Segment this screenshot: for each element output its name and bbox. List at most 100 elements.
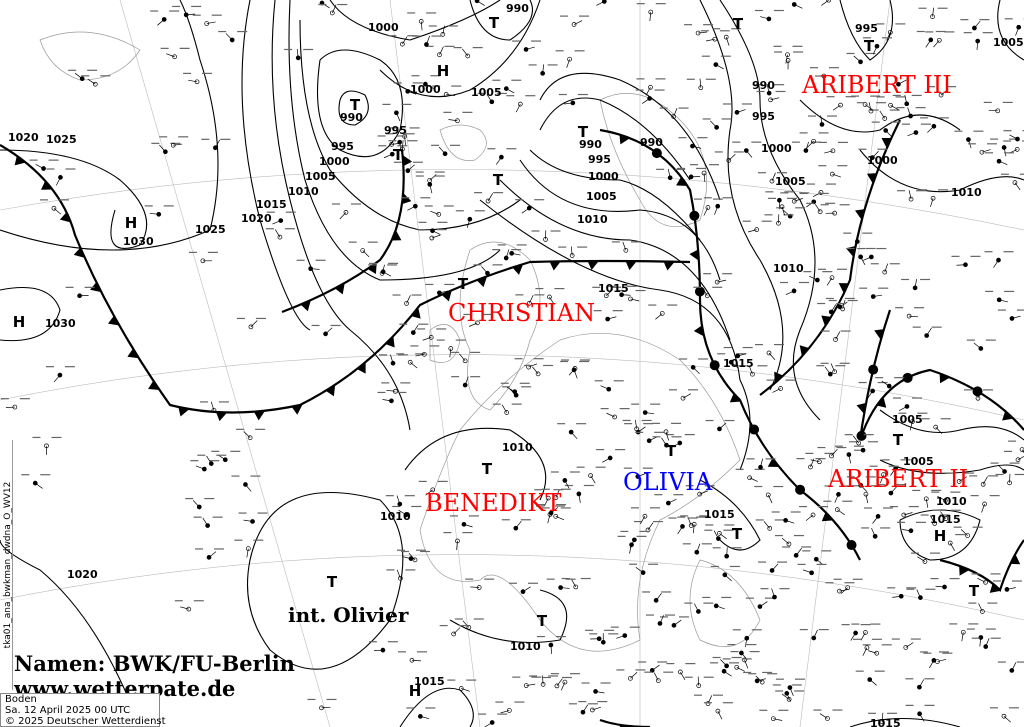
station-data-mark — [822, 271, 833, 273]
station-data-mark — [843, 232, 852, 234]
station-marker — [705, 701, 711, 706]
station-data-mark — [617, 535, 626, 537]
cold-front-triangle — [334, 282, 345, 295]
station-data-mark — [818, 506, 829, 508]
station-data-mark — [560, 507, 571, 509]
wind-barb — [645, 412, 655, 415]
wind-barb — [532, 366, 539, 375]
pressure-label: 1030 — [123, 235, 154, 248]
cold-front-triangle — [127, 348, 139, 359]
station-data-mark — [835, 365, 846, 367]
low-pressure-center: T — [969, 582, 980, 600]
station-marker — [474, 0, 480, 4]
station-data-mark — [865, 52, 876, 55]
station-data-mark — [1022, 140, 1024, 142]
station-data-mark — [100, 75, 111, 77]
station-data-mark — [687, 517, 698, 519]
wind-barb — [714, 206, 719, 215]
station-data-mark — [849, 441, 858, 443]
station-data-mark — [833, 578, 842, 580]
station-data-mark — [807, 115, 816, 117]
wind-barb — [386, 389, 396, 392]
station-marker — [887, 29, 893, 35]
wind-barb — [381, 264, 385, 274]
station-marker — [1014, 147, 1020, 152]
wind-barb — [719, 533, 727, 539]
station-data-mark — [755, 519, 764, 521]
station-marker — [527, 300, 532, 306]
station-data-mark — [712, 198, 723, 200]
wind-barb — [462, 620, 470, 628]
wind-barb — [985, 638, 990, 647]
pressure-label: 1000 — [368, 21, 399, 34]
warm-front-semicircle — [902, 372, 913, 383]
cold-front-triangle — [300, 300, 311, 312]
station-data-mark — [508, 582, 517, 584]
station-data-mark — [169, 10, 180, 12]
station-marker — [623, 247, 629, 253]
cold-front-triangle — [625, 261, 637, 271]
station-data-mark — [966, 339, 975, 341]
wind-barb — [429, 184, 433, 194]
wind-barb — [898, 79, 907, 85]
station-data-mark — [858, 148, 867, 150]
wind-barb — [556, 678, 563, 687]
wind-barb — [810, 458, 815, 468]
wind-barb — [768, 352, 776, 360]
station-data-mark — [436, 339, 445, 341]
station-marker — [818, 190, 824, 195]
wind-barb — [937, 496, 946, 501]
wind-barb — [880, 474, 884, 484]
station-data-mark — [492, 403, 501, 405]
wind-barb — [710, 120, 717, 128]
low-pressure-center: T — [732, 525, 743, 543]
wind-barb — [848, 454, 851, 464]
wind-barb — [794, 4, 803, 9]
station-data-mark — [820, 362, 829, 364]
wind-barb — [668, 498, 677, 504]
wind-barb — [682, 393, 691, 399]
wind-barb — [407, 164, 415, 171]
high-pressure-center: H — [934, 527, 947, 545]
warm-front-semicircle — [694, 286, 705, 297]
wind-barb — [448, 119, 458, 122]
wind-barb — [645, 87, 651, 96]
station-data-mark — [712, 694, 723, 696]
wind-barb — [716, 605, 725, 610]
wind-barb — [456, 540, 458, 550]
wind-barb — [442, 25, 445, 35]
low-pressure-center: T — [482, 460, 493, 478]
station-data-mark — [592, 286, 601, 288]
station-data-mark — [1008, 707, 1019, 709]
wind-barb — [206, 21, 216, 24]
wind-barb — [573, 20, 583, 25]
cold-front-triangle — [619, 134, 631, 145]
station-data-mark — [477, 92, 486, 95]
pressure-label: 990 — [506, 2, 529, 15]
station-data-mark — [666, 663, 675, 665]
pressure-label: 990 — [752, 79, 775, 92]
wind-barb — [830, 304, 837, 313]
wind-barb — [724, 574, 732, 582]
station-data-mark — [799, 281, 810, 284]
wind-barb — [907, 132, 917, 137]
station-data-mark — [857, 247, 866, 250]
low-pressure-center: T — [327, 573, 338, 591]
wind-barb — [186, 13, 196, 16]
wind-barb — [802, 569, 812, 574]
station-data-mark — [927, 86, 936, 88]
wind-barb — [466, 219, 471, 228]
wind-barb — [925, 498, 929, 508]
wind-barb — [382, 271, 392, 277]
station-data-mark — [160, 47, 169, 49]
wind-barb — [937, 658, 947, 662]
station-data-mark — [693, 694, 702, 696]
wind-barb — [905, 642, 914, 648]
station-data-mark — [680, 515, 689, 517]
station-data-mark — [265, 228, 274, 230]
wind-barb — [74, 72, 83, 79]
station-data-mark — [393, 82, 402, 84]
wind-barb — [622, 241, 627, 251]
station-data-mark — [876, 23, 885, 25]
